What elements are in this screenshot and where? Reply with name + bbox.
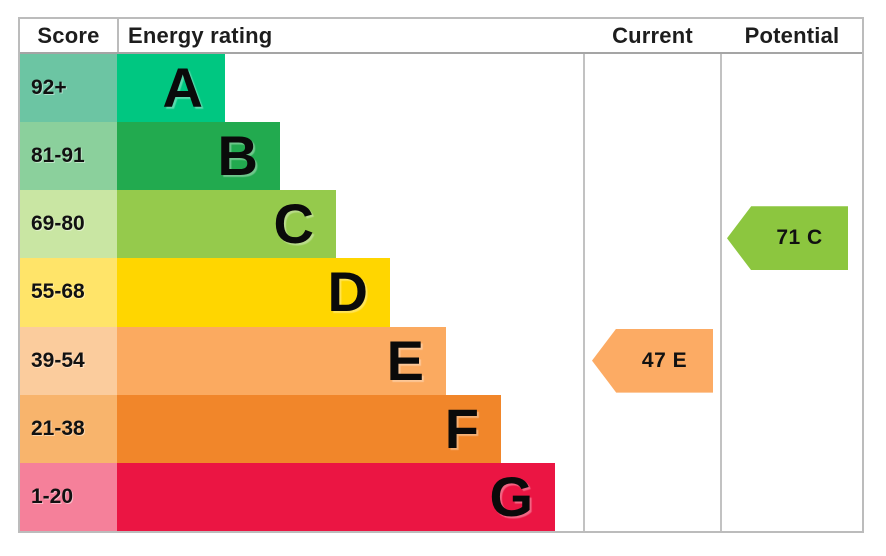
- band-row-b: 81-91 B: [20, 122, 583, 191]
- potential-column-header: Potential: [744, 22, 840, 48]
- current-marker-column: 47 E: [585, 54, 720, 531]
- rating-bar-c: C: [117, 190, 336, 259]
- band-row-d: 55-68 D: [20, 258, 583, 327]
- band-row-e: 39-54 E: [20, 326, 583, 395]
- score-range-e: 39-54: [20, 326, 117, 395]
- rating-band-ladder: 92+ A 81-91 B 69-80 C 55-68 D 39-54 E 21…: [20, 54, 583, 531]
- rating-bar-e: E: [117, 326, 446, 395]
- score-range-f: 21-38: [20, 394, 117, 463]
- rating-bar-b: B: [117, 122, 280, 191]
- score-range-g: 1-20: [20, 462, 117, 531]
- rating-bar-g: G: [117, 462, 555, 531]
- rating-bar-f: F: [117, 394, 501, 463]
- current-column-header: Current: [612, 22, 693, 48]
- potential-marker-column: 71 C: [722, 54, 862, 531]
- band-row-f: 21-38 F: [20, 394, 583, 463]
- score-range-a: 92+: [20, 54, 117, 123]
- potential-rating-arrow: 71 C: [727, 206, 848, 271]
- score-range-d: 55-68: [20, 258, 117, 327]
- current-rating-arrow: 47 E: [592, 328, 713, 393]
- current-column-divider: [583, 19, 585, 531]
- energy-rating-column-header: Energy rating: [117, 19, 583, 52]
- band-row-g: 1-20 G: [20, 462, 583, 531]
- score-range-b: 81-91: [20, 122, 117, 191]
- potential-column-divider: [720, 19, 722, 531]
- epc-rating-chart: Score Energy rating Current Potential 92…: [18, 17, 864, 533]
- score-range-c: 69-80: [20, 190, 117, 259]
- rating-bar-d: D: [117, 258, 390, 327]
- band-row-c: 69-80 C: [20, 190, 583, 259]
- rating-bar-a: A: [117, 54, 225, 123]
- band-row-a: 92+ A: [20, 54, 583, 123]
- chart-header-row: Score Energy rating Current Potential: [20, 19, 862, 54]
- score-column-header: Score: [37, 22, 100, 48]
